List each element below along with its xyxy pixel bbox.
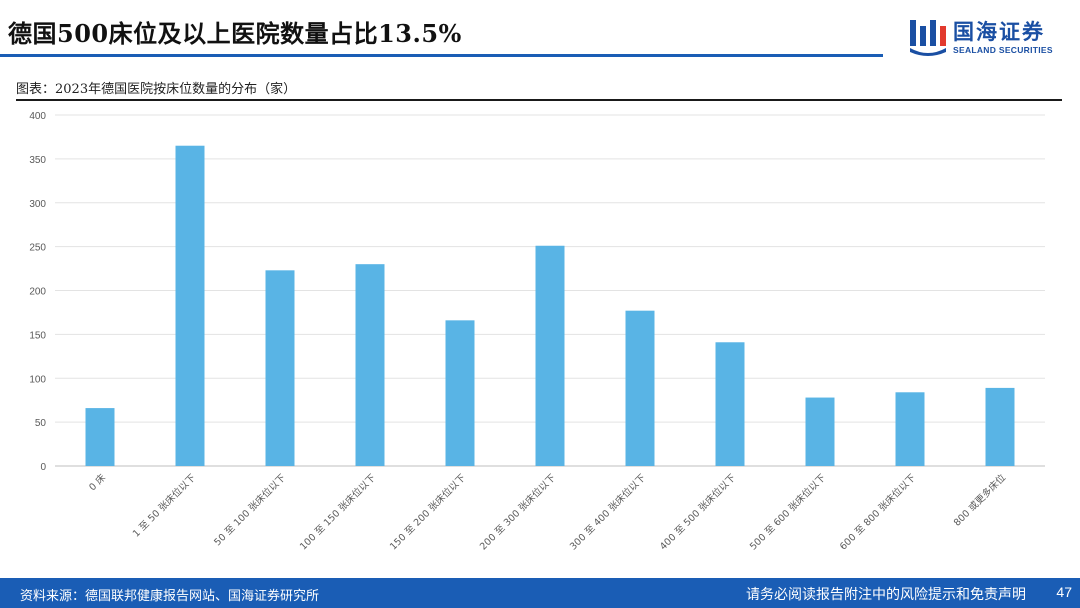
- bar: [535, 245, 565, 466]
- bar: [985, 387, 1015, 466]
- bar: [625, 310, 655, 466]
- page-number: 47: [1056, 584, 1072, 600]
- y-tick-label: 150: [29, 330, 46, 341]
- x-tick-label: 800 或更多床位: [951, 471, 1008, 528]
- x-tick-label: 1 至 50 张床位以下: [130, 472, 198, 540]
- footer-disclaimer[interactable]: 请务必阅读报告附注中的风险提示和免责声明: [746, 587, 1026, 603]
- bar: [85, 408, 115, 466]
- y-tick-label: 100: [29, 374, 46, 385]
- x-tick-label: 200 至 300 张床位以下: [477, 472, 558, 553]
- company-logo: 国海证券 SEALAND SECURITIES: [908, 16, 1068, 60]
- y-tick-label: 400: [29, 111, 46, 122]
- x-tick-label: 50 至 100 张床位以下: [212, 472, 289, 549]
- y-tick-label: 50: [35, 418, 47, 429]
- x-tick-label: 500 至 600 张床位以下: [747, 472, 828, 553]
- bar: [805, 397, 835, 466]
- y-tick-label: 200: [29, 287, 46, 298]
- x-tick-label: 100 至 150 张床位以下: [297, 472, 378, 553]
- x-tick-label: 150 至 200 张床位以下: [387, 472, 468, 553]
- logo-name-en: SEALAND SECURITIES: [953, 45, 1053, 55]
- footer-bar: 资料来源：德国联邦健康报告网站、国海证券研究所 请务必阅读报告附注中的风险提示和…: [0, 578, 1080, 608]
- logo-name-cn: 国海证券: [953, 20, 1045, 44]
- y-axis-ticks: 0 50 100 150 200 250 300 350 400: [29, 111, 46, 473]
- y-tick-label: 350: [29, 155, 46, 166]
- chart-bars: [85, 145, 1015, 466]
- bar-chart: 0 50 100 150 200 250 300 350 400 0 床 1 至 50 张床位以下…: [29, 111, 1045, 552]
- y-tick-label: 0: [40, 462, 46, 473]
- chart-gridlines: [55, 114, 1045, 467]
- bar: [265, 270, 295, 466]
- bar: [445, 320, 475, 466]
- x-tick-label: 300 至 400 张床位以下: [567, 472, 648, 553]
- x-tick-label: 600 至 800 张床位以下: [837, 472, 918, 553]
- caption-divider: [16, 99, 1062, 101]
- bar: [715, 342, 745, 466]
- x-tick-label: 400 至 500 张床位以下: [657, 472, 738, 553]
- x-axis-ticks: 0 床 1 至 50 张床位以下 50 至 100 张床位以下 100 至 150 张…: [86, 471, 1008, 552]
- chart-caption: 图表：2023年德国医院按床位数量的分布（家）: [16, 82, 297, 97]
- slide-title: 德国500床位及以上医院数量占比13.5%: [8, 19, 462, 48]
- footer-source: 资料来源：德国联邦健康报告网站、国海证券研究所: [20, 589, 320, 604]
- sealand-logo-icon: [910, 20, 946, 56]
- bar: [175, 145, 205, 466]
- title-divider: [0, 54, 883, 57]
- bar: [895, 392, 925, 466]
- y-tick-label: 300: [29, 199, 46, 210]
- x-tick-label: 0 床: [86, 471, 108, 493]
- y-tick-label: 250: [29, 243, 46, 254]
- bar: [355, 264, 385, 466]
